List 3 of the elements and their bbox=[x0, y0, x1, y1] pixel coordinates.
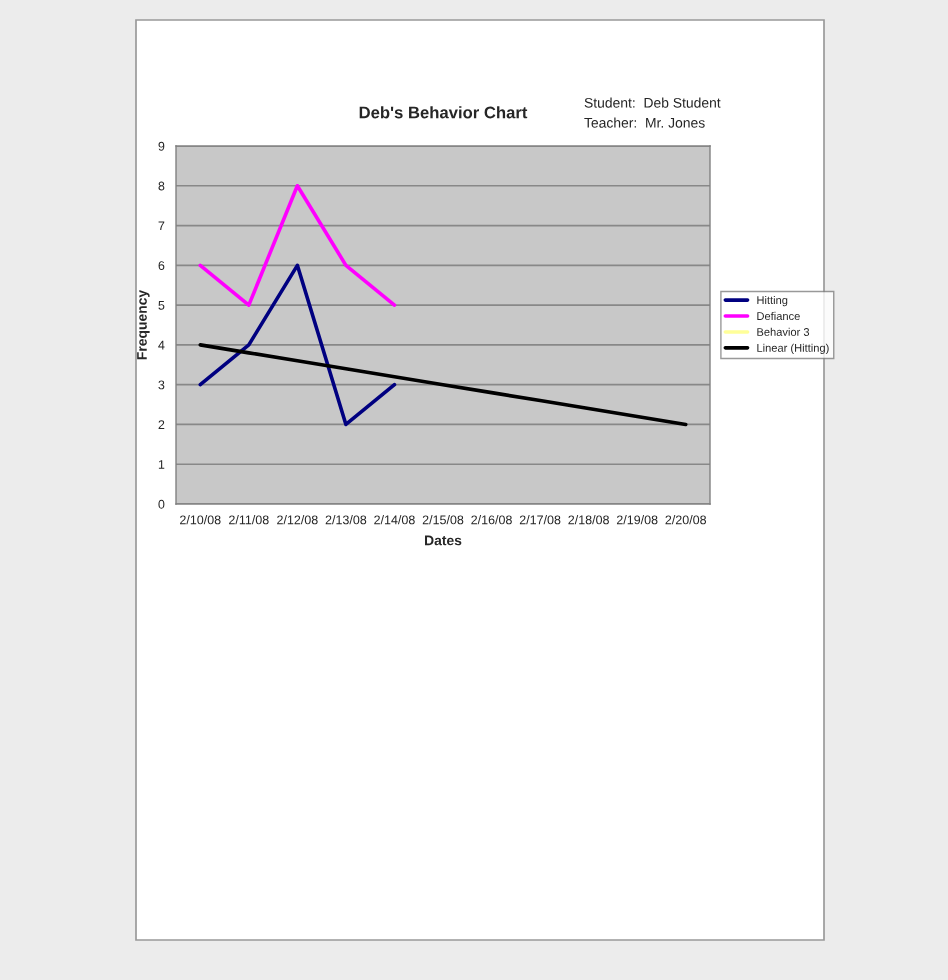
line-series bbox=[198, 263, 397, 427]
line-series bbox=[198, 343, 688, 427]
chart-title: Deb's Behavior Chart bbox=[359, 106, 528, 119]
